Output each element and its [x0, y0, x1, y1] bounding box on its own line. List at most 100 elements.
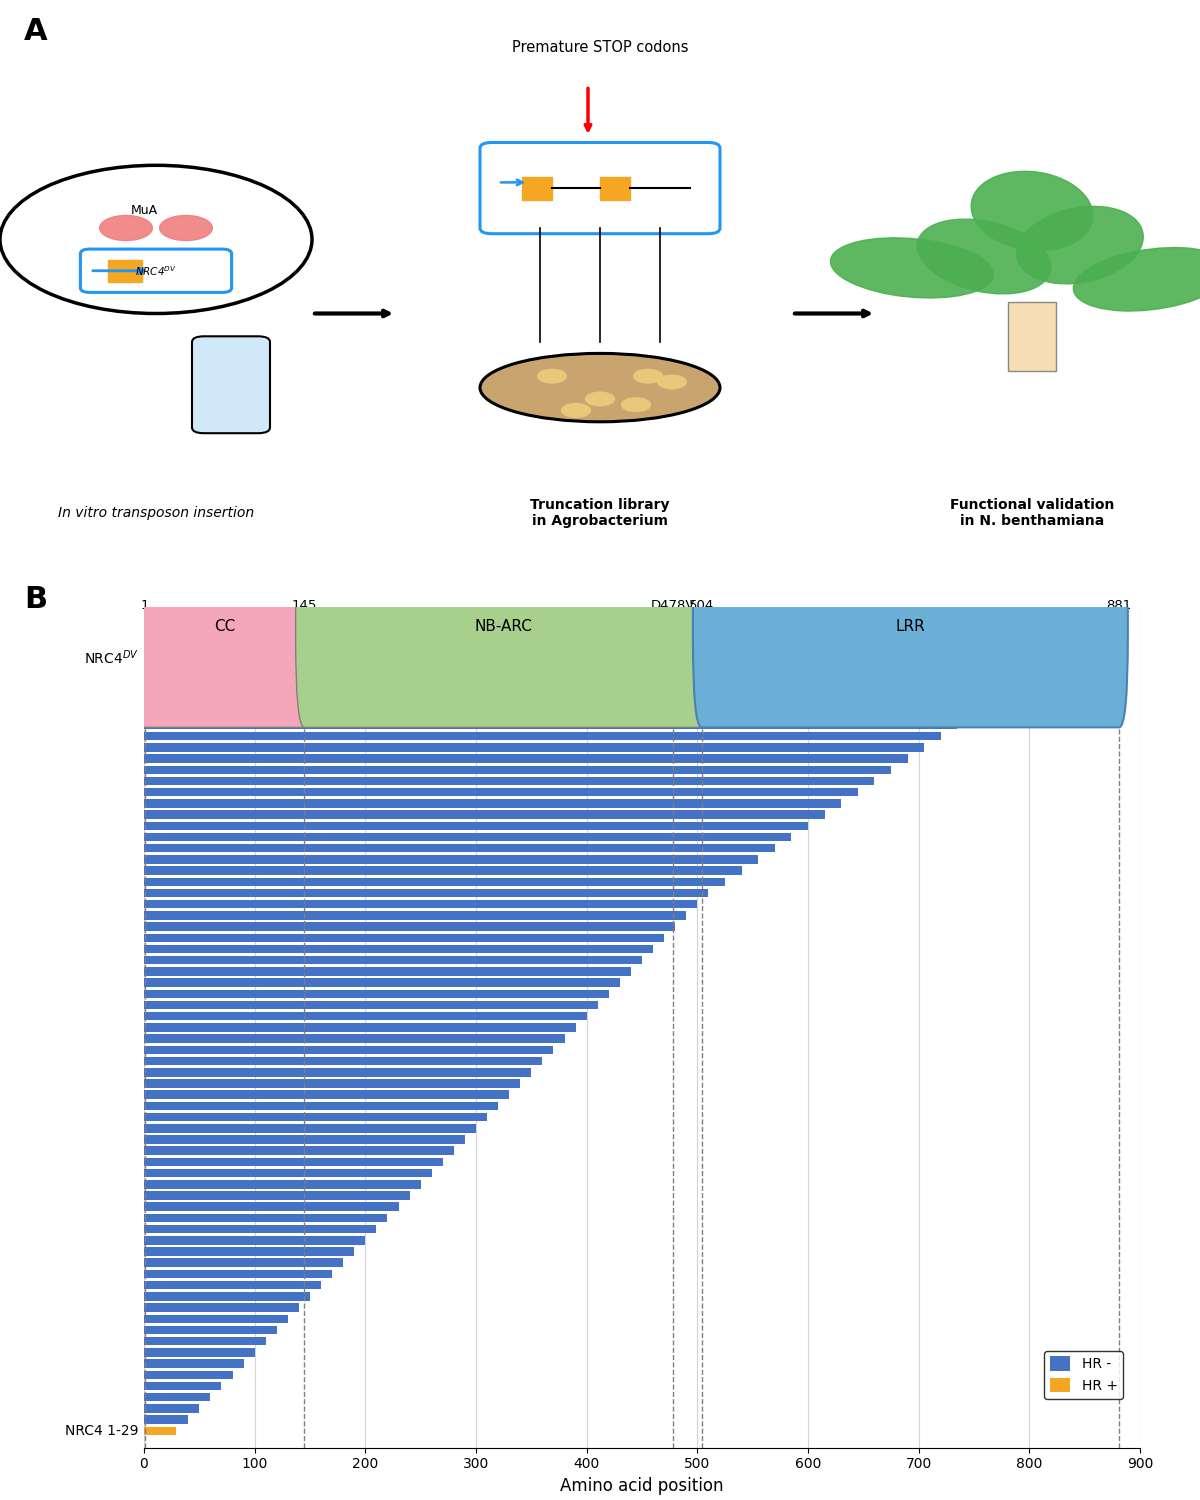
Bar — [144, 878, 725, 886]
Bar — [144, 1382, 222, 1390]
Circle shape — [586, 392, 614, 406]
Bar — [144, 1236, 365, 1245]
Bar — [144, 1292, 310, 1300]
Circle shape — [160, 216, 212, 240]
Bar — [144, 1035, 564, 1042]
Bar — [144, 754, 907, 764]
Bar — [144, 744, 924, 752]
Bar — [144, 1348, 254, 1356]
FancyBboxPatch shape — [192, 336, 270, 433]
FancyBboxPatch shape — [137, 525, 313, 728]
Bar — [144, 844, 775, 852]
FancyBboxPatch shape — [480, 142, 720, 234]
Bar — [144, 1058, 542, 1065]
Bar — [144, 1180, 421, 1188]
Text: D478V: D478V — [650, 598, 695, 612]
Bar — [144, 664, 1074, 674]
Ellipse shape — [917, 219, 1051, 294]
Bar — [144, 1113, 487, 1122]
Bar — [144, 978, 620, 987]
Circle shape — [658, 375, 686, 388]
Legend: HR -, HR +: HR -, HR + — [1044, 1352, 1123, 1398]
Bar — [144, 1326, 277, 1334]
Bar — [144, 855, 758, 864]
Circle shape — [622, 398, 650, 411]
Bar — [144, 710, 974, 718]
X-axis label: Amino acid position: Amino acid position — [560, 1478, 724, 1496]
Bar — [144, 945, 653, 954]
Circle shape — [562, 404, 590, 417]
Bar — [144, 699, 996, 706]
Ellipse shape — [1073, 248, 1200, 310]
Bar — [144, 1214, 388, 1222]
Text: MuA: MuA — [131, 204, 157, 218]
FancyBboxPatch shape — [1008, 302, 1056, 370]
Ellipse shape — [971, 171, 1093, 250]
Bar — [144, 833, 792, 842]
Bar — [144, 1124, 476, 1132]
Bar — [144, 1168, 432, 1178]
Bar — [144, 788, 858, 796]
Ellipse shape — [830, 238, 994, 298]
Bar — [144, 1371, 233, 1378]
Bar — [144, 732, 941, 741]
Bar — [144, 1136, 464, 1143]
Bar — [144, 900, 697, 909]
Text: A: A — [24, 16, 48, 46]
Bar — [144, 1023, 576, 1032]
FancyBboxPatch shape — [108, 261, 142, 282]
Text: NB-ARC: NB-ARC — [474, 620, 532, 634]
Bar — [144, 1191, 409, 1200]
Text: Functional validation
in N. benthamiana: Functional validation in N. benthamiana — [950, 498, 1114, 528]
Bar — [144, 1090, 509, 1100]
Bar — [144, 956, 642, 964]
Bar — [144, 1013, 587, 1020]
Bar — [144, 687, 1019, 696]
Text: LRR: LRR — [895, 620, 925, 634]
Bar — [144, 890, 708, 897]
Bar — [144, 1226, 377, 1233]
FancyBboxPatch shape — [80, 249, 232, 292]
Bar — [144, 800, 841, 807]
Bar — [144, 1304, 299, 1311]
Bar — [144, 822, 808, 830]
Bar — [144, 1394, 210, 1401]
Bar — [144, 1269, 332, 1278]
FancyBboxPatch shape — [522, 177, 552, 200]
Bar — [144, 1281, 322, 1290]
Bar — [144, 722, 958, 729]
Bar — [144, 1258, 343, 1268]
Ellipse shape — [480, 354, 720, 422]
Text: B: B — [24, 585, 47, 614]
FancyBboxPatch shape — [692, 525, 1128, 728]
Bar — [144, 1068, 532, 1077]
Text: 145: 145 — [292, 598, 317, 612]
Text: 1: 1 — [140, 598, 149, 612]
Text: In vitro transposon insertion: In vitro transposon insertion — [58, 506, 254, 520]
Text: NRC4$^{DV}$: NRC4$^{DV}$ — [136, 264, 176, 278]
Bar — [144, 1314, 288, 1323]
Circle shape — [538, 369, 566, 382]
Bar — [144, 765, 890, 774]
Bar — [144, 1404, 199, 1413]
Bar — [144, 990, 608, 998]
Bar — [144, 810, 824, 819]
Bar — [144, 676, 1040, 684]
Bar — [144, 1336, 265, 1346]
Bar — [144, 654, 1118, 662]
Bar — [144, 922, 676, 932]
Ellipse shape — [1016, 207, 1144, 284]
Text: Premature STOP codons: Premature STOP codons — [511, 40, 689, 56]
Bar — [144, 1248, 354, 1256]
Circle shape — [100, 216, 152, 240]
Circle shape — [634, 369, 662, 382]
FancyBboxPatch shape — [600, 177, 630, 200]
Bar — [144, 1146, 454, 1155]
Bar — [144, 1080, 521, 1088]
Bar — [144, 1000, 598, 1010]
Bar — [144, 1203, 398, 1210]
Text: CC: CC — [214, 620, 235, 634]
Text: 881: 881 — [1106, 598, 1132, 612]
Bar — [144, 1158, 443, 1166]
Bar — [144, 1046, 553, 1054]
